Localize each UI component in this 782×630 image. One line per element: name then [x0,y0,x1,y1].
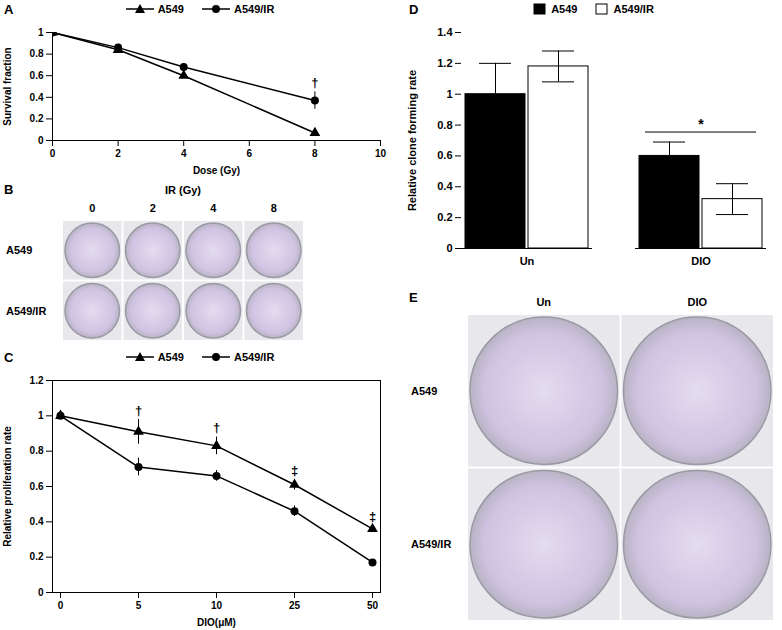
svg-text:0: 0 [38,135,44,146]
svg-text:†: † [311,75,318,90]
html-text:C: C [4,350,14,365]
svg-text:Relative proliferation rate: Relative proliferation rate [2,426,13,547]
html-text:B: B [4,182,14,197]
svg-text:0: 0 [58,600,64,611]
svg-text:0.8: 0.8 [30,445,44,456]
svg-text:0: 0 [89,202,95,214]
html-text:A: A [4,2,14,17]
svg-text:DIO: DIO [687,296,707,308]
svg-text:0: 0 [38,587,44,598]
svg-text:2: 2 [115,148,121,159]
svg-text:A549: A549 [6,244,32,256]
svg-text:10: 10 [211,600,223,611]
svg-text:0.6: 0.6 [437,149,452,161]
svg-text:8: 8 [312,148,318,159]
html-text:A549/IR: A549/IR [234,3,275,15]
svg-text:8: 8 [271,202,277,214]
svg-text:0.8: 0.8 [30,48,44,59]
svg-text:‡: ‡ [291,463,298,478]
html-text:A549/IR: A549/IR [234,351,275,363]
svg-text:1: 1 [446,88,452,100]
svg-text:0: 0 [446,242,452,254]
svg-text:1: 1 [38,410,44,421]
svg-text:0.2: 0.2 [30,113,44,124]
svg-text:†: † [213,420,220,435]
svg-text:IR (Gy): IR (Gy) [165,184,201,196]
svg-text:0.4: 0.4 [437,180,453,192]
html-text:A549: A549 [551,3,578,15]
svg-text:0.6: 0.6 [30,70,44,81]
svg-text:Dose (Gy): Dose (Gy) [193,165,240,176]
svg-text:0: 0 [50,148,56,159]
html-text:A549: A549 [157,3,184,15]
svg-text:1.4: 1.4 [437,26,453,38]
svg-text:0.4: 0.4 [30,92,44,103]
svg-text:Un: Un [536,296,551,308]
svg-text:25: 25 [289,600,301,611]
svg-text:A549/IR: A549/IR [411,538,451,550]
svg-text:1: 1 [38,27,44,38]
svg-text:0.2: 0.2 [30,551,44,562]
html-text:D: D [409,2,419,17]
svg-text:4: 4 [181,148,187,159]
svg-text:*: * [698,116,704,132]
svg-text:Relative clone forming rate: Relative clone forming rate [406,70,418,211]
svg-text:DIO: DIO [691,255,711,267]
svg-text:0.4: 0.4 [30,516,44,527]
svg-text:1.2: 1.2 [30,375,44,386]
svg-text:0.6: 0.6 [30,481,44,492]
svg-text:50: 50 [367,600,379,611]
svg-text:2: 2 [150,202,156,214]
svg-text:5: 5 [136,600,142,611]
svg-text:0.2: 0.2 [437,211,452,223]
svg-text:DIO(μM): DIO(μM) [197,617,236,628]
html-text:A549/IR: A549/IR [613,3,654,15]
html-text:E: E [409,290,418,305]
svg-text:4: 4 [210,202,217,214]
svg-text:1.2: 1.2 [437,57,452,69]
svg-text:Un: Un [520,255,535,267]
html-text:A549: A549 [157,351,184,363]
svg-text:A549: A549 [411,385,437,397]
svg-text:0.8: 0.8 [437,119,452,131]
svg-text:‡: ‡ [369,509,376,524]
svg-text:A549/IR: A549/IR [6,305,46,317]
svg-text:6: 6 [247,148,253,159]
svg-text:10: 10 [375,148,387,159]
svg-text:Survival fraction: Survival fraction [2,47,13,125]
svg-text:†: † [135,403,142,418]
